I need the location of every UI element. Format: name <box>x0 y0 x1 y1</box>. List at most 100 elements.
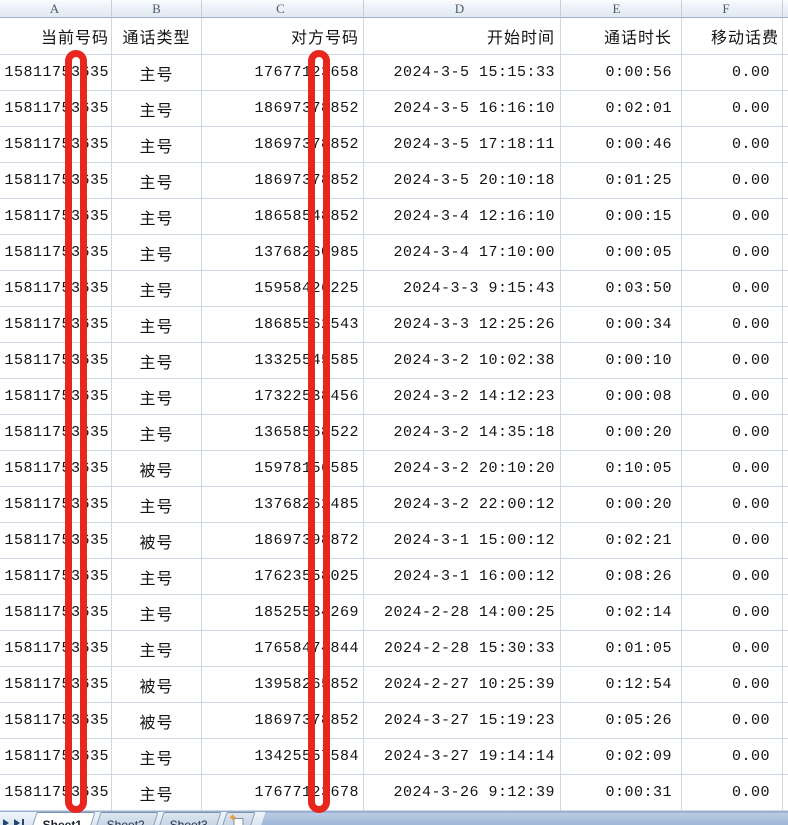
cell-mobile-fee[interactable]: 0.00 <box>682 559 783 595</box>
cell-duration[interactable]: 0:00:20 <box>561 487 682 523</box>
cell-mobile-fee[interactable]: 0.00 <box>682 55 783 91</box>
cell-mobile-fee[interactable]: 0.00 <box>682 595 783 631</box>
cell-start-time[interactable]: 2024-3-5 16:16:10 <box>364 91 561 127</box>
tab-scroll-next-icon[interactable] <box>3 819 9 825</box>
cell-call-type[interactable]: 主号 <box>112 91 202 127</box>
cell-start-time[interactable]: 2024-3-3 12:25:26 <box>364 307 561 343</box>
cell-other-number[interactable]: 15978156585 <box>202 451 364 487</box>
cell-other-number[interactable]: 18685562543 <box>202 307 364 343</box>
cell-duration[interactable]: 0:10:05 <box>561 451 682 487</box>
cell-current-number[interactable]: 15811753635 <box>0 703 112 739</box>
header-cell-other-number[interactable]: 对方号码 <box>202 18 364 55</box>
cell-call-type[interactable]: 主号 <box>112 127 202 163</box>
cell-call-type[interactable]: 被号 <box>112 703 202 739</box>
cell-current-number[interactable]: 15811753635 <box>0 307 112 343</box>
cell-duration[interactable]: 0:00:56 <box>561 55 682 91</box>
cell-other-number[interactable]: 15958426225 <box>202 271 364 307</box>
cell-current-number[interactable]: 15811753635 <box>0 739 112 775</box>
cell-call-type[interactable]: 主号 <box>112 307 202 343</box>
cell-current-number[interactable]: 15811753635 <box>0 163 112 199</box>
cell-mobile-fee[interactable]: 0.00 <box>682 91 783 127</box>
cell-start-time[interactable]: 2024-3-3 9:15:43 <box>364 271 561 307</box>
cell-current-number[interactable]: 15811753635 <box>0 523 112 559</box>
cell-current-number[interactable]: 15811753635 <box>0 415 112 451</box>
cell-duration[interactable]: 0:00:46 <box>561 127 682 163</box>
cell-duration[interactable]: 0:00:10 <box>561 343 682 379</box>
column-header-d[interactable]: D <box>364 0 561 18</box>
cell-other-number[interactable]: 18525534269 <box>202 595 364 631</box>
cell-start-time[interactable]: 2024-2-27 10:25:39 <box>364 667 561 703</box>
cell-other-number[interactable]: 18658548852 <box>202 199 364 235</box>
cell-duration[interactable]: 0:01:05 <box>561 631 682 667</box>
column-header-e[interactable]: E <box>561 0 682 18</box>
cell-call-type[interactable]: 被号 <box>112 451 202 487</box>
cell-other-number[interactable]: 18697378852 <box>202 91 364 127</box>
tab-sheet2[interactable]: Sheet2 <box>93 812 159 825</box>
cell-current-number[interactable]: 15811753635 <box>0 451 112 487</box>
cell-call-type[interactable]: 主号 <box>112 631 202 667</box>
cell-mobile-fee[interactable]: 0.00 <box>682 667 783 703</box>
cell-other-number[interactable]: 13768260985 <box>202 235 364 271</box>
cell-start-time[interactable]: 2024-3-2 20:10:20 <box>364 451 561 487</box>
cell-start-time[interactable]: 2024-3-4 17:10:00 <box>364 235 561 271</box>
header-cell-mobile-fee[interactable]: 移动话费 <box>682 18 783 55</box>
cell-other-number[interactable]: 18697378852 <box>202 127 364 163</box>
cell-mobile-fee[interactable]: 0.00 <box>682 379 783 415</box>
cell-call-type[interactable]: 主号 <box>112 487 202 523</box>
cell-start-time[interactable]: 2024-2-28 14:00:25 <box>364 595 561 631</box>
cell-duration[interactable]: 0:03:50 <box>561 271 682 307</box>
cell-call-type[interactable]: 主号 <box>112 235 202 271</box>
cell-mobile-fee[interactable]: 0.00 <box>682 487 783 523</box>
cell-start-time[interactable]: 2024-3-27 19:14:14 <box>364 739 561 775</box>
cell-current-number[interactable]: 15811753635 <box>0 235 112 271</box>
cell-other-number[interactable]: 18697378852 <box>202 163 364 199</box>
cell-call-type[interactable]: 主号 <box>112 199 202 235</box>
cell-mobile-fee[interactable]: 0.00 <box>682 631 783 667</box>
cell-duration[interactable]: 0:00:08 <box>561 379 682 415</box>
cell-call-type[interactable]: 主号 <box>112 595 202 631</box>
cell-mobile-fee[interactable]: 0.00 <box>682 343 783 379</box>
cell-current-number[interactable]: 15811753635 <box>0 127 112 163</box>
header-cell-duration[interactable]: 通话时长 <box>561 18 682 55</box>
cell-current-number[interactable]: 15811753635 <box>0 271 112 307</box>
cell-mobile-fee[interactable]: 0.00 <box>682 775 783 811</box>
cell-call-type[interactable]: 被号 <box>112 667 202 703</box>
cell-current-number[interactable]: 15811753635 <box>0 55 112 91</box>
cell-current-number[interactable]: 15811753635 <box>0 91 112 127</box>
cell-start-time[interactable]: 2024-3-4 12:16:10 <box>364 199 561 235</box>
cell-duration[interactable]: 0:05:26 <box>561 703 682 739</box>
cell-duration[interactable]: 0:00:05 <box>561 235 682 271</box>
cell-call-type[interactable]: 主号 <box>112 739 202 775</box>
header-cell-current-number[interactable]: 当前号码 <box>0 18 112 55</box>
column-header-b[interactable]: B <box>112 0 202 18</box>
cell-mobile-fee[interactable]: 0.00 <box>682 703 783 739</box>
cell-duration[interactable]: 0:08:26 <box>561 559 682 595</box>
cell-other-number[interactable]: 17677123658 <box>202 55 364 91</box>
cell-duration[interactable]: 0:00:34 <box>561 307 682 343</box>
cell-call-type[interactable]: 主号 <box>112 271 202 307</box>
header-cell-call-type[interactable]: 通话类型 <box>112 18 202 55</box>
cell-mobile-fee[interactable]: 0.00 <box>682 235 783 271</box>
cell-other-number[interactable]: 13768262485 <box>202 487 364 523</box>
cell-mobile-fee[interactable]: 0.00 <box>682 199 783 235</box>
cell-start-time[interactable]: 2024-3-5 15:15:33 <box>364 55 561 91</box>
cell-other-number[interactable]: 17677123678 <box>202 775 364 811</box>
cell-duration[interactable]: 0:00:31 <box>561 775 682 811</box>
cell-current-number[interactable]: 15811753635 <box>0 343 112 379</box>
cell-mobile-fee[interactable]: 0.00 <box>682 307 783 343</box>
cell-current-number[interactable]: 15811753635 <box>0 487 112 523</box>
cell-mobile-fee[interactable]: 0.00 <box>682 523 783 559</box>
cell-start-time[interactable]: 2024-3-1 16:00:12 <box>364 559 561 595</box>
cell-start-time[interactable]: 2024-3-2 10:02:38 <box>364 343 561 379</box>
cell-mobile-fee[interactable]: 0.00 <box>682 739 783 775</box>
cell-other-number[interactable]: 13958265852 <box>202 667 364 703</box>
cell-duration[interactable]: 0:00:20 <box>561 415 682 451</box>
tab-sheet3[interactable]: Sheet3 <box>156 812 223 825</box>
cell-other-number[interactable]: 17658474844 <box>202 631 364 667</box>
cell-current-number[interactable]: 15811753635 <box>0 595 112 631</box>
cell-mobile-fee[interactable]: 0.00 <box>682 415 783 451</box>
cell-other-number[interactable]: 17322538456 <box>202 379 364 415</box>
cell-call-type[interactable]: 主号 <box>112 55 202 91</box>
cell-mobile-fee[interactable]: 0.00 <box>682 127 783 163</box>
cell-start-time[interactable]: 2024-3-5 20:10:18 <box>364 163 561 199</box>
